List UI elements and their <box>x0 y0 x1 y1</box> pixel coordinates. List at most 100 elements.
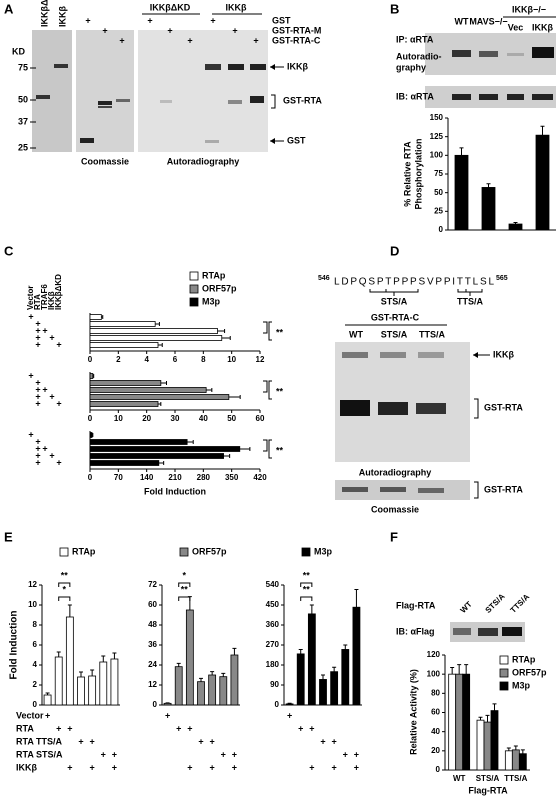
band <box>54 64 68 68</box>
bar <box>511 749 520 771</box>
row-label: GST-RTA-M <box>272 25 321 35</box>
y-tick-label: 450 <box>266 600 280 609</box>
band <box>452 94 471 100</box>
blot-label: IB: αRTA <box>396 91 434 101</box>
band <box>418 352 444 358</box>
site-label: TTS/A <box>457 296 483 306</box>
x-tick-label: 2 <box>116 355 121 364</box>
plus: + <box>119 35 124 45</box>
error-bar <box>101 315 104 319</box>
error-bar <box>217 329 226 333</box>
marker-label: 50 <box>18 94 28 104</box>
y-tick-label: 50 <box>434 188 443 197</box>
x-tick-label: 4 <box>144 355 149 364</box>
error-bar <box>160 381 167 385</box>
legend-label: M3p <box>314 546 333 556</box>
plus: + <box>28 311 33 321</box>
legend-label: ORF57p <box>512 667 547 677</box>
x-tick-label: 50 <box>227 414 236 423</box>
lane-label: MAVS−/− <box>469 16 507 26</box>
plus: + <box>332 762 337 772</box>
bracket <box>263 380 272 400</box>
blot-label: Autoradio- <box>396 51 442 61</box>
x-tick-label: 420 <box>253 473 267 482</box>
band <box>228 64 244 70</box>
bar <box>535 134 550 231</box>
y-tick-label: 6 <box>33 640 38 649</box>
bar <box>89 342 159 348</box>
caption: Autoradiography <box>359 467 432 477</box>
plus: + <box>298 723 303 733</box>
x-tick-label: 8 <box>201 355 206 364</box>
bracket <box>474 481 479 499</box>
group-label: IKKβ−/− <box>512 4 546 14</box>
y-tick-label: 36 <box>148 640 157 649</box>
band <box>205 64 221 70</box>
x-tick-label: 140 <box>140 473 154 482</box>
bar <box>89 314 102 320</box>
construct-label: GST-RTA-C <box>371 312 420 322</box>
legend-swatch <box>179 547 189 557</box>
x-tick-label: 40 <box>199 414 208 423</box>
y-tick-label: 0 <box>436 765 441 774</box>
legend-swatch <box>189 284 199 294</box>
arrow-head <box>473 352 478 358</box>
gel <box>138 30 268 152</box>
plus: + <box>35 325 40 335</box>
plus: + <box>49 332 54 342</box>
error-bar <box>513 222 518 225</box>
y-tick-label: 10 <box>28 600 37 609</box>
error-bar <box>56 651 61 657</box>
y-tick-label: 360 <box>266 620 280 629</box>
legend-swatch <box>499 668 509 678</box>
band-label: GST-RTA <box>484 402 523 412</box>
bar <box>481 187 496 231</box>
panel-label: E <box>4 529 13 544</box>
site-bracket <box>369 289 419 296</box>
lane-label: IKKβΔKD <box>39 0 49 27</box>
bar <box>89 387 207 393</box>
plus: + <box>35 332 40 342</box>
error-bar <box>67 604 72 617</box>
plus: + <box>210 15 215 25</box>
band <box>479 51 498 57</box>
y-tick-label: 24 <box>148 660 157 669</box>
plus: + <box>35 443 40 453</box>
significance: ** <box>276 327 284 337</box>
error-bar <box>298 648 303 654</box>
band <box>532 94 553 100</box>
site-label: STS/A <box>381 296 408 306</box>
bar <box>219 676 228 706</box>
y-tick-label: 100 <box>427 669 441 678</box>
y-tick-label: 4 <box>33 660 38 669</box>
bar <box>89 321 156 327</box>
bar <box>330 671 339 706</box>
error-bar <box>228 395 241 399</box>
x-tick-label: 20 <box>142 414 151 423</box>
error-bar <box>478 716 483 721</box>
plus: + <box>102 25 107 35</box>
error-bar <box>90 669 95 676</box>
marker-label: 75 <box>18 62 28 72</box>
row-label: RTA TTS/A <box>16 736 62 746</box>
plus: + <box>35 398 40 408</box>
y-tick-label: 20 <box>431 746 440 755</box>
plus: + <box>210 762 215 772</box>
plus: + <box>35 318 40 328</box>
y-tick-label: 100 <box>430 150 444 159</box>
construct-label: Flag-RTA <box>396 600 436 610</box>
y-tick-label: 270 <box>266 640 280 649</box>
lane-label: WT <box>349 329 363 339</box>
y-axis-label: Fold Induction <box>9 611 20 680</box>
error-bar <box>332 666 337 672</box>
y-tick-label: 90 <box>270 680 279 689</box>
significance: ** <box>61 570 69 580</box>
row-label: GST-RTA-C <box>272 35 321 45</box>
significance-bracket <box>58 582 71 587</box>
bar <box>54 656 63 706</box>
error-bar <box>506 747 511 751</box>
y-tick-label: 80 <box>431 688 440 697</box>
x-tick-label: 280 <box>197 473 211 482</box>
y-tick-label: 8 <box>33 620 38 629</box>
bracket <box>263 439 272 459</box>
